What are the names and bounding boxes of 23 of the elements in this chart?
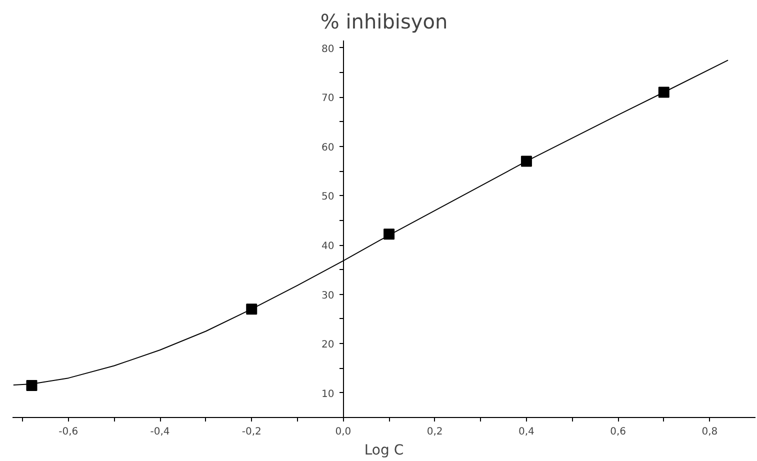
point bbox=[520, 156, 532, 167]
point bbox=[384, 228, 395, 240]
x-tick-label: 0,8 bbox=[702, 426, 718, 438]
y-tick-label: 50 bbox=[322, 192, 334, 203]
point bbox=[658, 86, 670, 98]
point bbox=[26, 380, 38, 391]
y-tick-label: 20 bbox=[322, 340, 334, 351]
y-tick-label: 30 bbox=[322, 290, 334, 302]
y-tick-label: 70 bbox=[322, 93, 334, 104]
x-tick-label: -0,4 bbox=[150, 426, 170, 438]
y-tick-label: 80 bbox=[322, 44, 334, 55]
x-tick-label: 0,6 bbox=[610, 426, 626, 438]
y-tick-label: 10 bbox=[322, 388, 334, 400]
x-tick-label: 0,2 bbox=[426, 426, 443, 438]
y-axis-title: % inhibisyon bbox=[320, 10, 448, 34]
x-tick-label: -0,2 bbox=[242, 426, 262, 438]
x-tick-label: 0,4 bbox=[518, 426, 534, 438]
x-tick-label: -0,6 bbox=[58, 426, 78, 438]
point bbox=[246, 304, 258, 315]
y-tick-label: 40 bbox=[322, 241, 334, 252]
y-tick-label: 60 bbox=[322, 142, 334, 154]
x-axis-title: Log C bbox=[364, 442, 404, 458]
x-tick-label: 0,0 bbox=[335, 426, 352, 438]
